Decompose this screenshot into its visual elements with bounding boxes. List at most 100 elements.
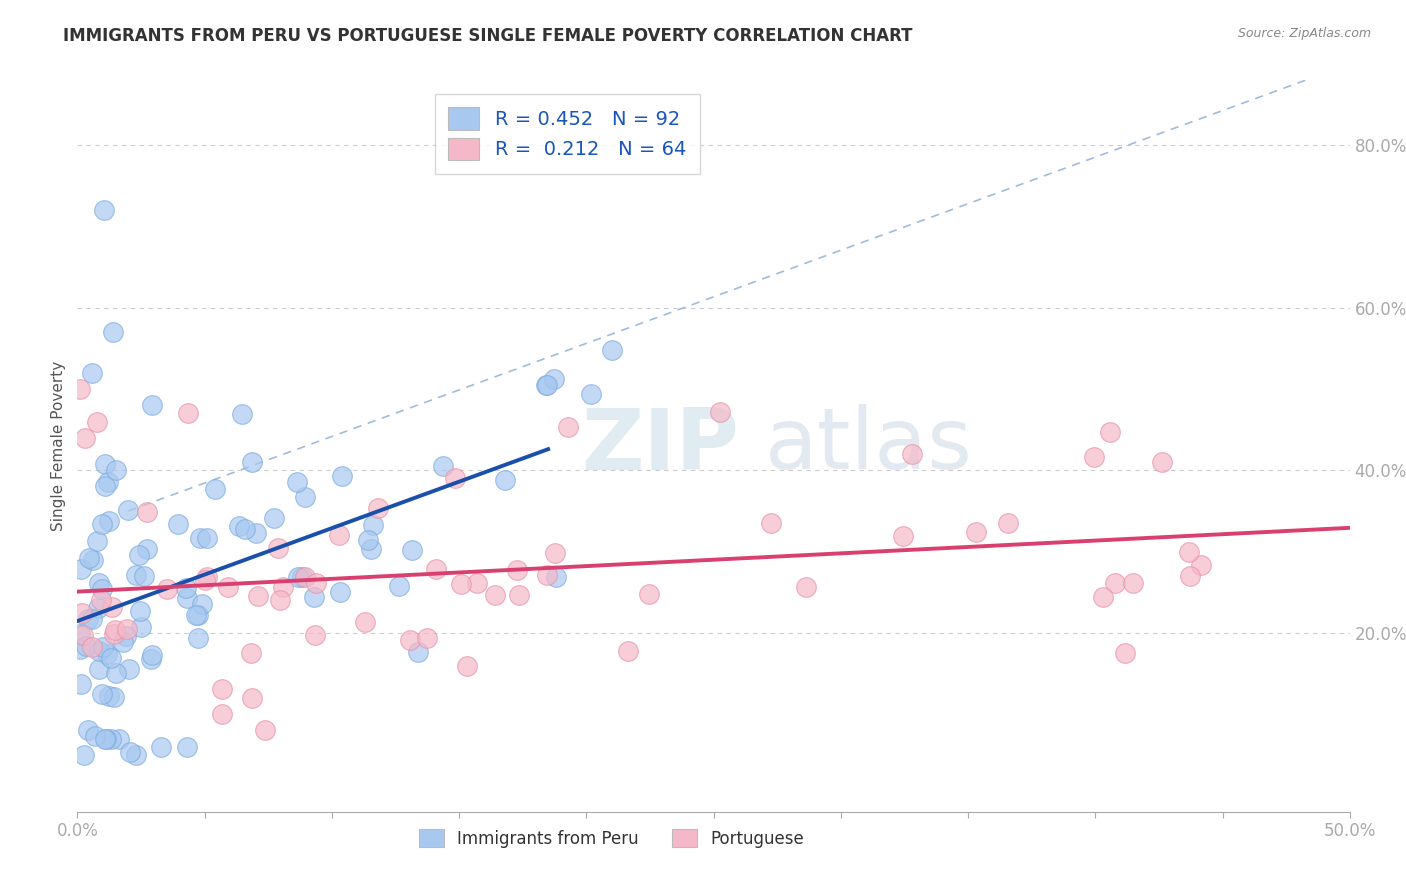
Point bbox=[329, 584, 352, 599]
Point bbox=[101, 325, 124, 339]
Point bbox=[1189, 558, 1212, 573]
Point bbox=[267, 541, 290, 555]
Point bbox=[96, 732, 118, 747]
Point bbox=[194, 573, 217, 587]
Point bbox=[360, 542, 382, 557]
Point bbox=[1104, 576, 1126, 591]
Point bbox=[1178, 545, 1201, 559]
Text: IMMIGRANTS FROM PERU VS PORTUGUESE SINGLE FEMALE POVERTY CORRELATION CHART: IMMIGRANTS FROM PERU VS PORTUGUESE SINGL… bbox=[63, 27, 912, 45]
Text: atlas: atlas bbox=[765, 404, 973, 488]
Point bbox=[1091, 590, 1114, 604]
Point bbox=[901, 447, 924, 461]
Point bbox=[240, 690, 263, 705]
Point bbox=[155, 582, 177, 597]
Point bbox=[401, 543, 423, 558]
Point bbox=[891, 528, 914, 542]
Point bbox=[87, 663, 110, 677]
Point bbox=[211, 681, 233, 696]
Point bbox=[354, 615, 377, 629]
Point bbox=[90, 688, 112, 702]
Point bbox=[136, 505, 159, 519]
Point bbox=[187, 607, 209, 622]
Point bbox=[294, 490, 316, 504]
Point bbox=[195, 570, 218, 584]
Point bbox=[794, 581, 817, 595]
Point bbox=[94, 731, 117, 746]
Point bbox=[1122, 576, 1144, 591]
Point bbox=[103, 627, 125, 641]
Point bbox=[149, 739, 172, 754]
Point bbox=[761, 516, 783, 530]
Point bbox=[581, 387, 603, 401]
Point bbox=[80, 366, 103, 380]
Point bbox=[70, 676, 93, 690]
Point bbox=[287, 569, 309, 583]
Point bbox=[536, 568, 558, 582]
Point bbox=[1083, 450, 1105, 465]
Point bbox=[89, 575, 111, 590]
Point bbox=[184, 608, 207, 623]
Point bbox=[399, 632, 422, 647]
Point bbox=[247, 589, 270, 603]
Point bbox=[416, 631, 439, 645]
Point bbox=[254, 723, 277, 738]
Point bbox=[97, 475, 120, 489]
Point bbox=[118, 745, 141, 759]
Point bbox=[176, 739, 198, 754]
Point bbox=[302, 591, 325, 605]
Point bbox=[557, 419, 579, 434]
Point bbox=[73, 747, 96, 762]
Point bbox=[141, 398, 163, 412]
Point bbox=[129, 620, 152, 634]
Point bbox=[98, 690, 121, 704]
Point bbox=[494, 473, 516, 487]
Point bbox=[240, 455, 263, 469]
Point bbox=[103, 690, 125, 705]
Point bbox=[134, 569, 156, 583]
Point bbox=[328, 527, 350, 541]
Point bbox=[108, 731, 131, 746]
Point bbox=[506, 563, 529, 577]
Point bbox=[177, 407, 200, 421]
Point bbox=[94, 479, 117, 493]
Point bbox=[91, 582, 114, 597]
Point bbox=[125, 568, 148, 582]
Point bbox=[271, 580, 294, 594]
Text: Source: ZipAtlas.com: Source: ZipAtlas.com bbox=[1237, 27, 1371, 40]
Point bbox=[72, 627, 94, 641]
Point bbox=[115, 622, 138, 636]
Point bbox=[117, 502, 139, 516]
Point bbox=[239, 646, 262, 660]
Point bbox=[1114, 646, 1136, 660]
Point bbox=[86, 415, 108, 429]
Point bbox=[69, 627, 91, 641]
Point bbox=[98, 514, 121, 528]
Point bbox=[432, 458, 454, 473]
Point bbox=[118, 662, 141, 676]
Point bbox=[406, 645, 429, 659]
Legend: Immigrants from Peru, Portuguese: Immigrants from Peru, Portuguese bbox=[412, 822, 811, 855]
Point bbox=[1152, 455, 1174, 469]
Point bbox=[997, 516, 1019, 530]
Point bbox=[211, 707, 233, 722]
Point bbox=[363, 518, 385, 533]
Point bbox=[263, 511, 285, 525]
Point bbox=[1098, 425, 1121, 439]
Point bbox=[616, 643, 638, 657]
Point bbox=[69, 642, 91, 657]
Point bbox=[269, 593, 291, 607]
Point bbox=[536, 378, 558, 392]
Point bbox=[94, 457, 117, 471]
Point bbox=[245, 525, 267, 540]
Point bbox=[450, 577, 472, 591]
Point bbox=[96, 647, 118, 661]
Point bbox=[135, 541, 157, 556]
Point bbox=[508, 588, 530, 602]
Point bbox=[188, 531, 211, 545]
Point bbox=[233, 522, 256, 536]
Point bbox=[217, 580, 239, 594]
Point bbox=[195, 531, 218, 545]
Point bbox=[357, 533, 380, 547]
Point bbox=[80, 640, 103, 655]
Point bbox=[90, 593, 112, 607]
